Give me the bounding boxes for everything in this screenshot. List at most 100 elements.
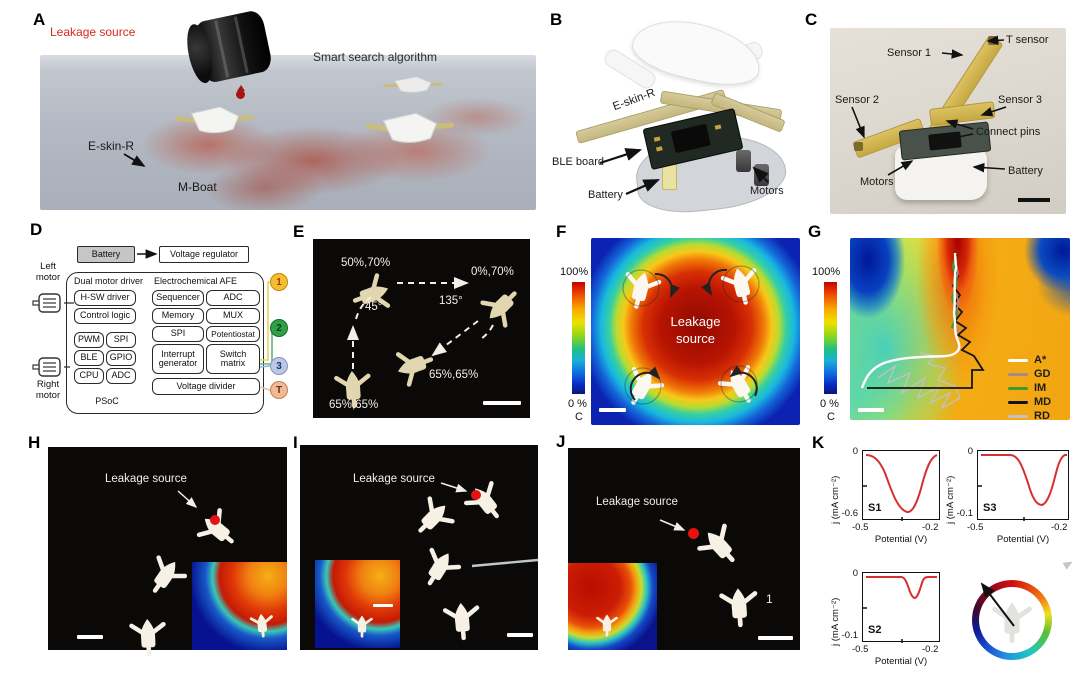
sensor2-label: Sensor 2 (835, 94, 880, 106)
voltage-divider-block: Voltage divider (152, 378, 260, 395)
channel-T-badge: T (270, 381, 288, 399)
colorbar-min-label: 0 % (820, 398, 839, 410)
leakage-source-label: Leakage source (596, 496, 678, 508)
mboat-3 (383, 76, 443, 93)
path-Astar (860, 252, 961, 389)
speed-bottom: 65%,65% (329, 399, 379, 411)
panel-B-arrows (599, 148, 769, 196)
turn-angle-45: 45° (365, 301, 383, 313)
voltammogram-curve (981, 454, 1067, 507)
panel-G-label: G (808, 222, 822, 241)
colorbar (824, 282, 837, 394)
x-axis-label: Potential (V) (996, 534, 1050, 545)
mux-block: MUX (206, 308, 260, 324)
x-tick-right: -0.2 (1051, 522, 1068, 533)
speed-top-left: 50%,70% (341, 257, 391, 269)
connect-pins-label: Connect pins (976, 126, 1041, 138)
panel-H: H Leakage source (28, 430, 290, 662)
motors-label: Motors (750, 185, 784, 197)
leak-dot (688, 528, 699, 539)
y-tick-top: 0 (852, 568, 858, 579)
sensor3-label: Sensor 3 (998, 94, 1043, 106)
right-motor-icon (32, 357, 61, 377)
leakage-source-label: Leakage source (105, 473, 187, 485)
psoc-label: PSoC (95, 396, 119, 406)
x-tick-left: -0.5 (967, 522, 984, 533)
memory-block: Memory (152, 308, 204, 324)
y-tick-bottom: -0.6 (841, 508, 858, 519)
panel-B-label: B (550, 10, 563, 29)
panel-H-label: H (28, 433, 41, 452)
colorbar (572, 282, 585, 394)
panel-E: E 50%,70% 0%,70% 45° 135° 65%,65% 65%,65… (285, 220, 548, 432)
sensor-tag: S3 (983, 502, 997, 514)
hsw-driver-block: H-SW driver (74, 290, 136, 306)
scale-bar (507, 633, 533, 637)
simulation-heatmap: Leakage source (591, 238, 800, 425)
panel-K: K j (mA cm⁻²) 0 -0.6 S1 -0.5 -0.2 Potent… (810, 430, 1080, 673)
y-tick-top: 0 (852, 446, 858, 457)
legend-item-md: MD (1008, 396, 1051, 408)
scale-bar (1018, 198, 1050, 202)
motors-label: Motors (860, 176, 894, 188)
legend-swatch (1008, 358, 1028, 362)
experiment-photo: Leakage source 1 (568, 448, 800, 650)
heatmap-inset (192, 562, 287, 650)
legend-label: RD (1034, 410, 1050, 422)
panel-F-label: F (556, 222, 567, 241)
spi-left-block: SPI (106, 332, 136, 348)
panel-G: G 100% 0 % C A* GD IM (800, 220, 1080, 432)
inset-boat (351, 614, 373, 638)
legend-label: IM (1034, 382, 1047, 394)
sequencer-block: Sequencer (152, 290, 204, 306)
axes-box (977, 450, 1069, 521)
voltage-regulator-block: Voltage regulator (159, 246, 249, 263)
voltammogram-curve (865, 454, 938, 513)
cpu-block: CPU (74, 368, 104, 384)
heatmap-inset (315, 560, 400, 648)
experiment-photo: Leakage source (48, 447, 287, 650)
inset-scale-bar (373, 604, 393, 607)
channel-1-badge: 1 (270, 273, 288, 291)
algorithm-paths (860, 252, 985, 410)
scale-bar (77, 635, 103, 639)
scale-bar (858, 408, 884, 412)
panel-D: D Battery Voltage regulator Dual motor d… (28, 220, 328, 432)
rotation-arrows (622, 265, 760, 405)
motor-cylinder-1 (736, 150, 751, 172)
sensor1-label: Sensor 1 (887, 47, 932, 59)
leakage-arrow (440, 482, 539, 568)
turn-angle-135: 135° (439, 295, 463, 307)
maneuver-photo: 50%,70% 0%,70% 45° 135° 65%,65% 65%,65% (313, 239, 530, 418)
y-tick-top: 0 (967, 446, 973, 457)
colorbar-unit-label: C (827, 411, 835, 423)
plot-S3: j (mA cm⁻²) 0 -0.1 S3 -0.5 -0.2 Potentia… (935, 442, 1075, 554)
panel-D-label: D (30, 220, 43, 239)
panel-A-label: A (33, 10, 46, 29)
battery-block: Battery (77, 246, 135, 263)
heatmap-inset (568, 563, 657, 650)
gpio-block: GPIO (106, 350, 136, 366)
axes-box (862, 572, 940, 643)
leakage-source-label: Leakage source (50, 25, 136, 39)
panel-J: J Leakage source 1 (548, 430, 810, 662)
x-tick-right: -0.2 (922, 644, 939, 655)
panel-F: F 100% 0 % C Leakage source (548, 220, 803, 432)
panel-I: I Leakage source (285, 430, 548, 662)
experiment-photo: Leakage source (300, 445, 539, 650)
direction-wheel (968, 576, 1068, 673)
leakage-arrow (659, 519, 686, 531)
ble-block: BLE (74, 350, 104, 366)
pipette (471, 558, 539, 568)
legend-label: GD (1034, 368, 1051, 380)
voltammogram-curve (866, 576, 937, 600)
interrupt-generator-block: Interrupt generator (152, 344, 204, 374)
path-MD (867, 254, 985, 389)
leakage-source-line1: Leakage (670, 314, 721, 329)
pwm-block: PWM (74, 332, 104, 348)
leak-drop-icon (236, 85, 245, 99)
speed-middle: 65%,65% (429, 369, 479, 381)
battery-label: Battery (1008, 165, 1043, 177)
leakage-source-label: Leakage source (353, 473, 435, 485)
channel-2-badge: 2 (270, 319, 288, 337)
